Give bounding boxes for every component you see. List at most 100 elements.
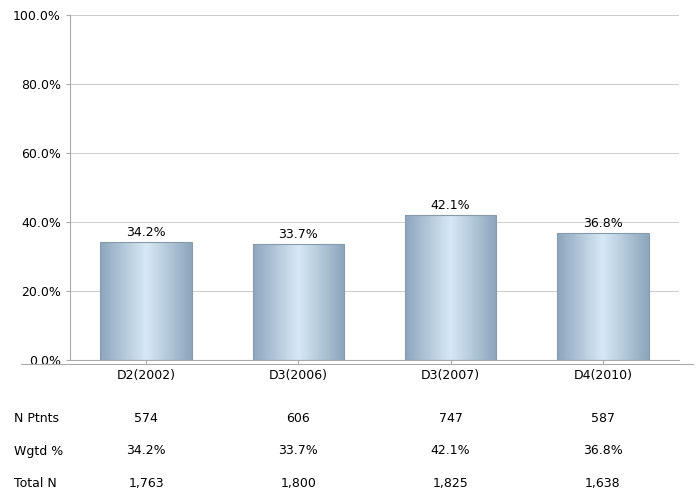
Bar [337, 244, 339, 360]
Bar [137, 242, 138, 360]
Bar [640, 233, 641, 360]
Bar [271, 244, 272, 360]
Bar [130, 242, 131, 360]
Bar [160, 242, 161, 360]
Text: 1,763: 1,763 [128, 476, 164, 490]
Bar [482, 215, 484, 360]
Bar [148, 242, 149, 360]
Bar [322, 244, 323, 360]
Bar [185, 242, 186, 360]
Text: 1,638: 1,638 [585, 476, 621, 490]
Bar [125, 242, 126, 360]
Bar [260, 244, 261, 360]
Bar [457, 215, 458, 360]
Bar [572, 233, 573, 360]
Bar [325, 244, 326, 360]
Bar [468, 215, 469, 360]
Bar [567, 233, 568, 360]
Bar [405, 215, 496, 360]
Bar [635, 233, 636, 360]
Bar [571, 233, 572, 360]
Bar [562, 233, 563, 360]
Bar [476, 215, 477, 360]
Bar [145, 242, 146, 360]
Bar [258, 244, 259, 360]
Bar [261, 244, 262, 360]
Text: 42.1%: 42.1% [430, 199, 470, 212]
Bar [328, 244, 330, 360]
Bar [456, 215, 457, 360]
Bar [633, 233, 634, 360]
Bar [632, 233, 633, 360]
Bar [334, 244, 335, 360]
Bar [276, 244, 277, 360]
Bar [615, 233, 616, 360]
Bar [597, 233, 598, 360]
Bar [169, 242, 170, 360]
Bar [164, 242, 165, 360]
Bar [611, 233, 612, 360]
Bar [583, 233, 584, 360]
Bar [181, 242, 182, 360]
Bar [253, 244, 344, 360]
Bar [445, 215, 446, 360]
Bar [599, 233, 600, 360]
Bar [176, 242, 177, 360]
Text: 574: 574 [134, 412, 158, 426]
Bar [488, 215, 489, 360]
Bar [108, 242, 110, 360]
Bar [188, 242, 189, 360]
Bar [606, 233, 608, 360]
Bar [291, 244, 292, 360]
Bar [475, 215, 476, 360]
Bar [264, 244, 265, 360]
Bar [301, 244, 302, 360]
Bar [270, 244, 271, 360]
Bar [594, 233, 595, 360]
Bar [566, 233, 567, 360]
Bar [636, 233, 637, 360]
Bar [327, 244, 328, 360]
Bar [605, 233, 606, 360]
Bar [135, 242, 136, 360]
Bar [315, 244, 316, 360]
Bar [434, 215, 435, 360]
Bar [297, 244, 298, 360]
Bar [166, 242, 167, 360]
Bar [144, 242, 145, 360]
Text: 36.8%: 36.8% [583, 218, 623, 230]
Bar [268, 244, 269, 360]
Bar [309, 244, 310, 360]
Bar [480, 215, 481, 360]
Bar [154, 242, 155, 360]
Bar [435, 215, 436, 360]
Bar [131, 242, 132, 360]
Bar [128, 242, 129, 360]
Bar [461, 215, 463, 360]
Bar [444, 215, 445, 360]
Bar [187, 242, 188, 360]
Bar [430, 215, 431, 360]
Bar [116, 242, 117, 360]
Bar [609, 233, 610, 360]
Text: 1,825: 1,825 [433, 476, 468, 490]
Bar [289, 244, 290, 360]
Bar [140, 242, 141, 360]
Bar [153, 242, 154, 360]
Bar [279, 244, 280, 360]
Bar [129, 242, 130, 360]
Bar [575, 233, 576, 360]
Bar [103, 242, 104, 360]
Text: 34.2%: 34.2% [126, 226, 166, 239]
Bar [333, 244, 334, 360]
Bar [253, 244, 255, 360]
Bar [647, 233, 648, 360]
Bar [568, 233, 569, 360]
Bar [189, 242, 190, 360]
Bar [156, 242, 157, 360]
Bar [579, 233, 580, 360]
Bar [460, 215, 461, 360]
Bar [179, 242, 180, 360]
Bar [601, 233, 602, 360]
Bar [180, 242, 181, 360]
